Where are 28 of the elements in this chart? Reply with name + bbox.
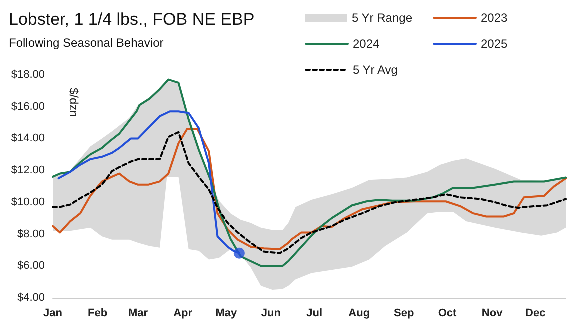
legend-label: 5 Yr Range bbox=[352, 11, 413, 25]
x-tick-label: Jan bbox=[44, 308, 63, 320]
x-tick-label: Mar bbox=[128, 308, 149, 320]
legend-label: 2024 bbox=[353, 37, 380, 51]
legend-label: 5 Yr Avg bbox=[353, 63, 398, 77]
y-tick-label: $16.00 bbox=[11, 100, 45, 113]
y-tick-label: $12.00 bbox=[11, 164, 45, 177]
y-tick-label: $4.00 bbox=[17, 292, 45, 304]
x-tick-label: Jul bbox=[306, 308, 323, 320]
x-tick-label: Apr bbox=[174, 308, 194, 320]
x-tick-label: Nov bbox=[482, 308, 504, 320]
y-tick-label: $6.00 bbox=[17, 260, 45, 272]
legend-label: 2025 bbox=[481, 37, 508, 51]
x-tick-label: Sep bbox=[394, 308, 415, 320]
y-tick-label: $8.00 bbox=[17, 228, 45, 240]
x-tick-label: Jun bbox=[261, 308, 282, 320]
x-tick-label: Aug bbox=[348, 308, 370, 320]
y-tick-label: $18.00 bbox=[11, 69, 45, 81]
x-tick-label: Dec bbox=[526, 308, 546, 320]
x-tick-label: Feb bbox=[88, 308, 108, 320]
x-tick-label: May bbox=[216, 308, 238, 320]
legend-label: 2023 bbox=[481, 11, 508, 25]
chart-title: Lobster, 1 1/4 lbs., FOB NE EBP bbox=[9, 10, 255, 29]
y-tick-label: $14.00 bbox=[11, 132, 45, 145]
x-tick-label: Oct bbox=[438, 308, 458, 320]
chart-subtitle: Following Seasonal Behavior bbox=[9, 36, 164, 50]
y-axis-title: $/dzn bbox=[67, 88, 81, 118]
y-tick-label: $10.00 bbox=[11, 196, 45, 208]
